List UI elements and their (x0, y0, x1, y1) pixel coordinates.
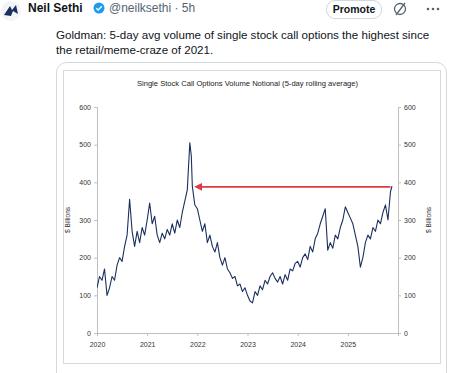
x-axis-tick: 2025 (341, 333, 357, 348)
y2-axis-tick: 400 (398, 179, 416, 186)
y2-axis: 0 100 200 300 400 500 600 (398, 104, 416, 337)
avatar-bg (1, 1, 21, 21)
grok-icon[interactable] (395, 4, 406, 15)
y2-axis-tick-mark (398, 220, 401, 221)
x-axis-tick-label: 2025 (341, 341, 357, 348)
promote-button[interactable]: Promote (326, 0, 382, 19)
more-dot[interactable] (427, 8, 430, 11)
x-axis-tick-label: 2023 (240, 341, 256, 348)
grok-icon-slash (396, 3, 405, 15)
y2-axis-tick-label: 100 (404, 292, 416, 299)
y-axis-tick-label: 100 (79, 292, 91, 299)
y-axis-tick-label: 400 (79, 179, 91, 186)
y2-axis-tick-label: 0 (404, 330, 408, 337)
y-axis-tick-mark (94, 295, 97, 296)
y2-axis-tick-mark (398, 182, 401, 183)
y2-axis-title: $ Billions (425, 206, 432, 233)
y2-axis-tick: 300 (398, 217, 416, 224)
avatar[interactable] (0, 0, 22, 22)
x-axis-tick-mark (248, 333, 249, 336)
chart-frame (64, 71, 441, 364)
x-axis-tick: 2023 (240, 333, 256, 348)
y2-axis-tick-label: 600 (404, 104, 416, 111)
y-axis-tick-label: 500 (79, 141, 91, 148)
series-line (97, 143, 392, 303)
chart-title: Single Stock Call Options Volume Notiona… (137, 79, 359, 88)
badge-check (96, 6, 102, 10)
y2-axis-tick: 500 (398, 141, 416, 148)
y-axis: 0 100 200 300 400 500 600 (79, 104, 97, 337)
avatar-logo (4, 5, 18, 16)
x-axis-tick-mark (298, 333, 299, 336)
y-axis-tick-mark (94, 145, 97, 146)
plot-area (97, 143, 392, 303)
y-axis-tick-label: 0 (87, 330, 91, 337)
y2-axis-tick-label: 400 (404, 179, 416, 186)
card-border (57, 63, 447, 373)
verified-badge (93, 2, 105, 14)
y-axis-tick: 600 (79, 104, 97, 111)
y-axis-tick-mark (94, 258, 97, 259)
annotation-arrow (196, 186, 391, 188)
x-axis: 2020 2021 2022 2023 2024 2025 (90, 333, 399, 348)
badge-circle (94, 3, 105, 14)
more-dot[interactable] (437, 8, 440, 11)
x-axis-tick-label: 2021 (140, 341, 156, 348)
x-axis-tick-mark (147, 333, 148, 336)
x-axis-line (98, 334, 399, 337)
y-axis-tick-label: 200 (79, 254, 91, 261)
y2-axis-tick-label: 200 (404, 254, 416, 261)
y-axis-tick-label: 300 (79, 217, 91, 224)
x-axis-tick: 2024 (290, 333, 306, 348)
more-dot[interactable] (432, 8, 435, 11)
author-name[interactable]: Neil Sethi (28, 1, 83, 15)
y2-axis-tick-mark (398, 295, 401, 296)
y-axis-title: $ Billions (64, 206, 71, 233)
x-axis-tick: 2021 (140, 333, 156, 348)
x-axis-tick-label: 2020 (90, 341, 106, 348)
post-text: Goldman: 5-day avg volume of single stoc… (56, 27, 448, 57)
y2-axis-tick-mark (398, 258, 401, 259)
y-axis-line (94, 108, 98, 334)
y2-axis-tick-label: 500 (404, 141, 416, 148)
x-axis-tick-label: 2024 (290, 341, 306, 348)
x-axis-tick-mark (197, 333, 198, 336)
y2-axis-line (399, 108, 402, 334)
y2-axis-tick: 200 (398, 254, 416, 261)
y-axis-tick: 500 (79, 141, 97, 148)
y-axis-tick: 400 (79, 179, 97, 186)
y2-axis-tick-label: 300 (404, 217, 416, 224)
y-axis-tick: 200 (79, 254, 97, 261)
y2-axis-tick-mark (398, 145, 401, 146)
chart-card: Single Stock Call Options Volume Notiona… (56, 62, 447, 373)
y-axis-tick: 100 (79, 292, 97, 299)
y-axis-tick-mark (94, 107, 97, 108)
y2-axis-tick: 600 (398, 104, 416, 111)
y-axis-tick: 300 (79, 217, 97, 224)
y-axis-tick-mark (94, 220, 97, 221)
x-axis-tick: 2022 (190, 333, 206, 348)
y2-axis-tick: 0 (398, 330, 408, 337)
y2-axis-tick-mark (398, 333, 401, 334)
post-meta: @neilksethi · 5h (109, 1, 195, 15)
y-axis-tick-label: 600 (79, 104, 91, 111)
x-axis-tick-mark (348, 333, 349, 336)
x-axis-tick: 2020 (90, 333, 106, 348)
y-axis-tick-mark (94, 333, 97, 334)
y-axis-tick: 0 (87, 330, 97, 337)
y2-axis-tick-mark (398, 107, 401, 108)
header-icons (388, 0, 450, 20)
y2-axis-tick: 100 (398, 292, 416, 299)
y-axis-tick-mark (94, 182, 97, 183)
x-axis-tick-label: 2022 (190, 341, 206, 348)
